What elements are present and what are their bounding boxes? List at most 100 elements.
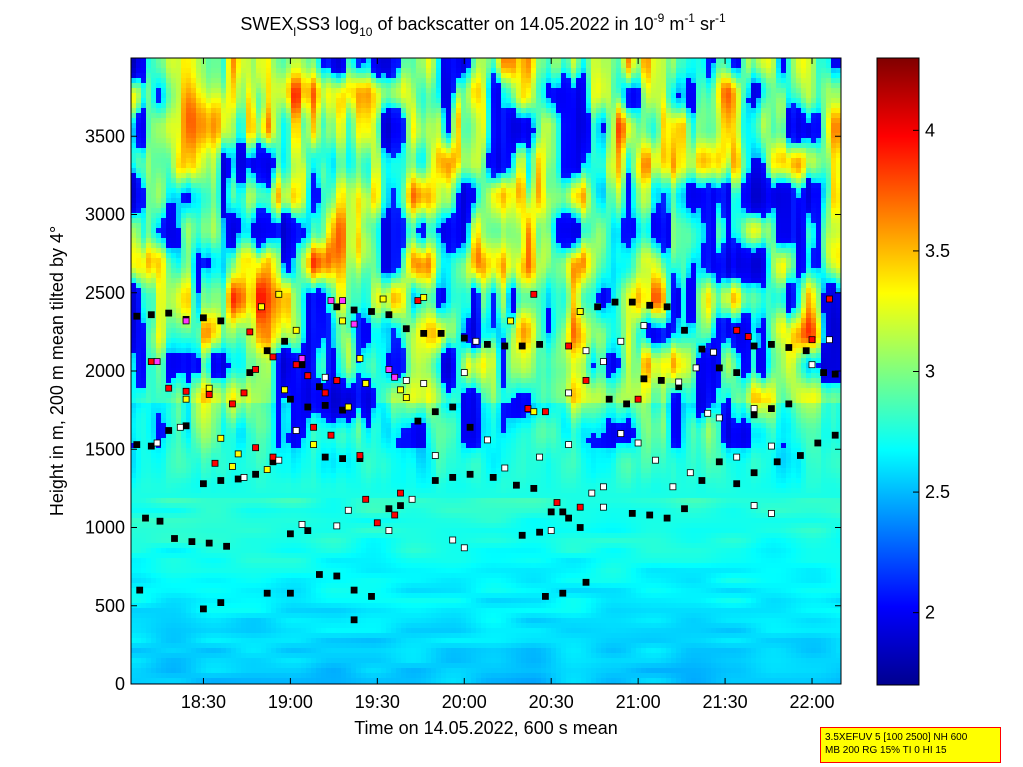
heatmap-cell bbox=[206, 553, 212, 559]
heatmap-cell bbox=[216, 88, 222, 94]
heatmap-cell bbox=[321, 243, 327, 249]
heatmap-cell bbox=[146, 78, 152, 84]
heatmap-cell bbox=[176, 148, 182, 154]
heatmap-cell bbox=[276, 278, 282, 284]
heatmap-cell bbox=[186, 648, 192, 654]
heatmap-cell bbox=[261, 548, 267, 554]
heatmap-cell bbox=[186, 298, 192, 304]
heatmap-cell bbox=[176, 453, 182, 459]
heatmap-cell bbox=[186, 408, 192, 414]
heatmap-cell bbox=[231, 323, 237, 329]
heatmap-cell bbox=[291, 163, 297, 169]
heatmap-cell bbox=[276, 508, 282, 514]
heatmap-cell bbox=[151, 278, 157, 284]
heatmap-cell bbox=[206, 608, 212, 614]
heatmap-cell bbox=[241, 198, 247, 204]
heatmap-cell bbox=[276, 93, 282, 99]
heatmap-cell bbox=[136, 558, 142, 564]
heatmap-cell bbox=[311, 403, 317, 409]
heatmap-cell bbox=[326, 353, 332, 359]
heatmap-cell bbox=[166, 468, 172, 474]
heatmap-cell bbox=[266, 478, 272, 484]
heatmap-cell bbox=[306, 213, 312, 219]
heatmap-cell bbox=[286, 508, 292, 514]
heatmap-cell bbox=[196, 603, 202, 609]
heatmap-cell bbox=[171, 88, 177, 94]
heatmap-cell bbox=[196, 463, 202, 469]
heatmap-cell bbox=[201, 203, 207, 209]
heatmap-cell bbox=[311, 628, 317, 634]
heatmap-cell bbox=[306, 438, 312, 444]
heatmap-cell bbox=[241, 138, 247, 144]
heatmap-cell bbox=[271, 468, 277, 474]
heatmap-cell bbox=[286, 443, 292, 449]
heatmap-cell bbox=[186, 658, 192, 664]
heatmap-cell bbox=[146, 138, 152, 144]
heatmap-cell bbox=[196, 608, 202, 614]
heatmap-cell bbox=[276, 623, 282, 629]
heatmap-cell bbox=[146, 113, 152, 119]
heatmap-cell bbox=[311, 543, 317, 549]
heatmap-cell bbox=[256, 258, 262, 264]
heatmap-cell bbox=[231, 283, 237, 289]
heatmap-cell bbox=[326, 73, 332, 79]
heatmap-cell bbox=[301, 158, 307, 164]
heatmap-cell bbox=[231, 113, 237, 119]
heatmap-cell bbox=[266, 578, 272, 584]
heatmap-cell bbox=[326, 128, 332, 134]
heatmap-cell bbox=[191, 588, 197, 594]
heatmap-cell bbox=[286, 163, 292, 169]
heatmap-cell bbox=[306, 368, 312, 374]
heatmap-cell bbox=[231, 488, 237, 494]
heatmap-cell bbox=[156, 143, 162, 149]
heatmap-cell bbox=[261, 423, 267, 429]
heatmap-cell bbox=[211, 543, 217, 549]
heatmap-cell bbox=[326, 58, 332, 64]
heatmap-cell bbox=[301, 388, 307, 394]
heatmap-cell bbox=[156, 618, 162, 624]
heatmap-cell bbox=[301, 573, 307, 579]
heatmap-cell bbox=[221, 558, 227, 564]
heatmap-cell bbox=[171, 138, 177, 144]
heatmap-cell bbox=[241, 448, 247, 454]
heatmap-cell bbox=[151, 253, 157, 259]
heatmap-cell bbox=[211, 648, 217, 654]
heatmap-cell bbox=[296, 438, 302, 444]
heatmap-cell bbox=[221, 443, 227, 449]
heatmap-cell bbox=[321, 553, 327, 559]
heatmap-cell bbox=[316, 413, 322, 419]
heatmap-cell bbox=[131, 573, 137, 579]
heatmap-cell bbox=[141, 603, 147, 609]
heatmap-cell bbox=[131, 363, 137, 369]
heatmap-cell bbox=[316, 183, 322, 189]
heatmap-cell bbox=[176, 558, 182, 564]
heatmap-cell bbox=[131, 208, 137, 214]
heatmap-cell bbox=[211, 488, 217, 494]
heatmap-cell bbox=[151, 243, 157, 249]
heatmap-cell bbox=[321, 128, 327, 134]
heatmap-cells bbox=[131, 58, 841, 684]
heatmap-cell bbox=[231, 153, 237, 159]
heatmap-cell bbox=[241, 308, 247, 314]
heatmap-cell bbox=[266, 223, 272, 229]
heatmap-cell bbox=[321, 288, 327, 294]
heatmap-cell bbox=[271, 198, 277, 204]
heatmap-cell bbox=[241, 378, 247, 384]
heatmap-cell bbox=[246, 243, 252, 249]
heatmap-cell bbox=[276, 563, 282, 569]
heatmap-cell bbox=[226, 203, 232, 209]
heatmap-cell bbox=[296, 178, 302, 184]
heatmap-cell bbox=[171, 628, 177, 634]
heatmap-cell bbox=[306, 573, 312, 579]
heatmap-cell bbox=[181, 58, 187, 64]
heatmap-cell bbox=[221, 498, 227, 504]
heatmap-cell bbox=[216, 623, 222, 629]
heatmap-cell bbox=[216, 648, 222, 654]
heatmap-cell bbox=[181, 593, 187, 599]
heatmap-cell bbox=[166, 353, 172, 359]
heatmap-cell bbox=[296, 543, 302, 549]
heatmap-cell bbox=[136, 73, 142, 79]
heatmap-cell bbox=[321, 668, 327, 674]
heatmap-cell bbox=[236, 303, 242, 309]
heatmap-cell bbox=[131, 338, 137, 344]
